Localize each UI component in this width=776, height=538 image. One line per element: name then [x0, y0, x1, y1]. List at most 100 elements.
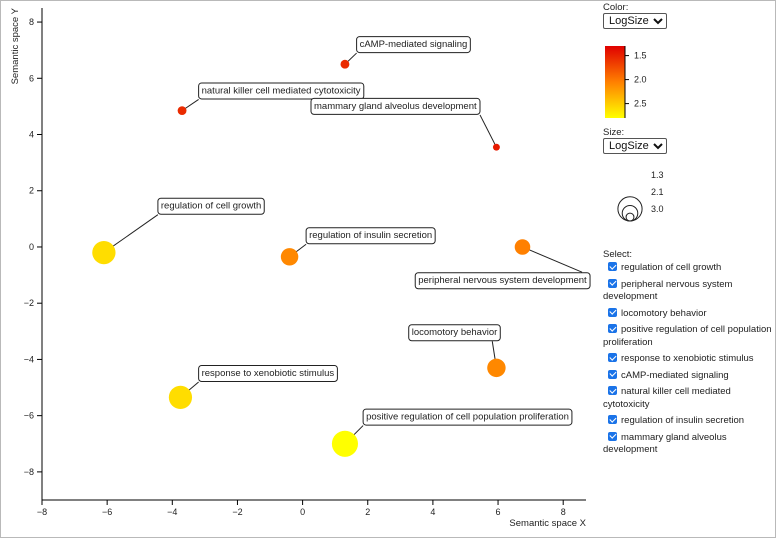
- point-label-box: [157, 197, 265, 215]
- select-item[interactable]: natural killer cell mediated cytotoxicit…: [603, 386, 775, 411]
- data-point: [514, 239, 531, 255]
- point-label: cAMP-mediated signaling: [356, 36, 471, 54]
- point-label-text: locomotory behavior: [412, 327, 498, 338]
- color-select[interactable]: LogSize: [603, 13, 667, 29]
- select-item[interactable]: peripheral nervous system development: [603, 278, 775, 304]
- point-label-text: response to xenobiotic stimulus: [202, 368, 335, 379]
- size-control-label: Size:: [603, 127, 625, 138]
- color-legend-tick-label: 2.0: [634, 75, 647, 85]
- select-item-label: locomotory behavior: [621, 307, 707, 319]
- checkbox[interactable]: [608, 431, 617, 441]
- size-select[interactable]: LogSize: [603, 138, 667, 154]
- y-tick-label: 6: [29, 73, 34, 83]
- point-label: peripheral nervous system development: [414, 272, 591, 290]
- point-labels: regulation of cell growth regulation of i…: [157, 36, 591, 426]
- x-axis-title: Semantic space X: [509, 518, 586, 529]
- point-label-box: [305, 227, 436, 245]
- point-label-box: [408, 324, 501, 342]
- point-label: regulation of cell growth: [157, 197, 265, 215]
- point-label: natural killer cell mediated cytotoxicit…: [198, 82, 365, 100]
- point-label-box: [198, 82, 365, 100]
- y-tick-label: 2: [29, 186, 34, 196]
- point-label: response to xenobiotic stimulus: [198, 365, 338, 383]
- select-item[interactable]: cAMP-mediated signaling: [603, 369, 775, 383]
- checkbox[interactable]: [608, 369, 617, 379]
- select-item[interactable]: response to xenobiotic stimulus: [603, 353, 775, 366]
- size-legend-label: 3.0: [651, 204, 664, 214]
- color-legend-tick-label: 1.5: [634, 51, 647, 61]
- data-point: [331, 430, 359, 457]
- select-item-label: positive regulation of cell population p…: [603, 324, 772, 348]
- point-label-text: regulation of insulin secretion: [309, 230, 432, 241]
- size-legend-label: 1.3: [651, 170, 664, 180]
- select-item[interactable]: positive regulation of cell population p…: [603, 324, 775, 349]
- size-legend-circle: [625, 212, 635, 222]
- x-tick-label: −8: [37, 507, 47, 517]
- select-item-label: regulation of insulin secretion: [621, 415, 745, 426]
- x-tick-label: 2: [365, 507, 370, 517]
- select-item[interactable]: regulation of insulin secretion: [603, 415, 775, 428]
- y-tick-label: −6: [24, 411, 34, 421]
- select-item[interactable]: regulation of cell growth: [603, 262, 775, 275]
- point-label-text: mammary gland alveolus development: [314, 101, 477, 112]
- data-point: [280, 248, 299, 266]
- point-label-box: [198, 365, 338, 383]
- data-point: [92, 240, 116, 265]
- x-tick-label: 8: [561, 507, 566, 517]
- size-legend-label: 2.1: [651, 187, 664, 197]
- point-label: regulation of insulin secretion: [305, 227, 436, 245]
- y-tick-label: 8: [29, 17, 34, 27]
- term-checkbox-list: regulation of cell growth peripheral nerv…: [603, 262, 775, 461]
- select-item-label: mammary gland alveolus development: [603, 431, 727, 456]
- label-leader-line: [479, 114, 497, 148]
- checkbox[interactable]: [608, 307, 617, 317]
- point-label: locomotory behavior: [408, 324, 501, 342]
- checkbox[interactable]: [608, 353, 617, 362]
- x-tick-label: −4: [167, 507, 177, 517]
- y-axis-title: Semantic space Y: [10, 7, 21, 84]
- point-label-box: [310, 97, 481, 115]
- data-point: [492, 143, 500, 151]
- select-item[interactable]: locomotory behavior: [603, 307, 775, 321]
- data-point: [487, 358, 506, 378]
- point-label-text: natural killer cell mediated cytotoxicit…: [202, 85, 361, 96]
- x-tick-label: 4: [430, 507, 435, 517]
- checkbox[interactable]: [608, 278, 617, 288]
- checkbox[interactable]: [608, 262, 617, 271]
- y-tick-label: −8: [24, 467, 34, 477]
- checkbox[interactable]: [608, 386, 617, 395]
- select-label: Select:: [603, 249, 633, 260]
- y-tick-label: −4: [24, 354, 34, 364]
- point-label: positive regulation of cell population p…: [362, 408, 573, 426]
- y-tick-label: 0: [29, 242, 34, 252]
- select-item-label: peripheral nervous system development: [603, 278, 733, 303]
- point-label-text: regulation of cell growth: [161, 201, 261, 212]
- size-legend-circle: [617, 196, 643, 222]
- point-label-box: [356, 36, 471, 54]
- select-item[interactable]: mammary gland alveolus development: [603, 431, 775, 457]
- data-points: [92, 59, 531, 457]
- point-label-text: peripheral nervous system development: [418, 275, 587, 286]
- point-label-text: cAMP-mediated signaling: [360, 39, 468, 50]
- data-point: [340, 59, 350, 69]
- checkbox[interactable]: [608, 415, 617, 424]
- select-item-label: regulation of cell growth: [621, 262, 722, 273]
- label-leader-line: [522, 246, 583, 273]
- select-item-label: response to xenobiotic stimulus: [621, 353, 754, 364]
- color-legend-bar: [605, 46, 625, 118]
- x-tick-label: 6: [496, 507, 501, 517]
- legends: 1.5 2.0 2.5 1.3 2.1 3.0: [605, 46, 664, 222]
- y-tick-label: 4: [29, 130, 34, 140]
- x-tick-label: −2: [232, 507, 242, 517]
- select-item-label: cAMP-mediated signaling: [621, 369, 729, 381]
- point-label-text: positive regulation of cell population p…: [366, 412, 569, 423]
- color-legend-tick-label: 2.5: [634, 99, 647, 109]
- data-point: [168, 385, 193, 410]
- checkbox[interactable]: [608, 324, 617, 333]
- y-tick-label: −2: [24, 298, 34, 308]
- select-item-label: natural killer cell mediated cytotoxicit…: [603, 386, 731, 410]
- color-control-label: Color:: [603, 2, 629, 13]
- x-tick-label: −6: [102, 507, 112, 517]
